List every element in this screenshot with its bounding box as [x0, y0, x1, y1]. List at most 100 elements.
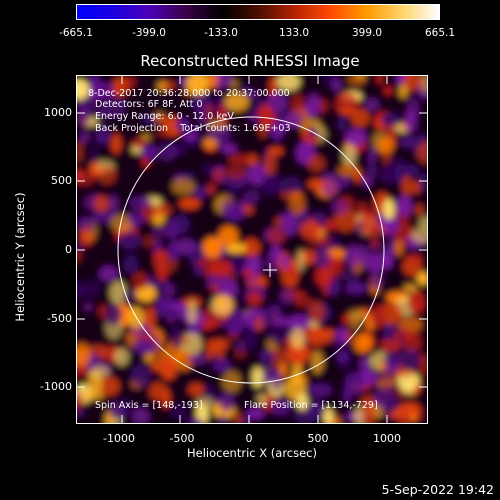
intensity-blob — [339, 174, 350, 188]
colorbar — [76, 4, 440, 20]
intensity-blob — [153, 250, 168, 264]
intensity-blob — [159, 297, 172, 312]
intensity-blob — [142, 235, 157, 248]
intensity-blob — [359, 213, 379, 233]
intensity-blob — [157, 116, 179, 125]
intensity-blob — [156, 81, 167, 91]
intensity-blob — [176, 238, 196, 255]
intensity-blob — [226, 174, 241, 197]
annotation-time: 8-Dec-2017 20:36:28.000 to 20:37:00.000 — [88, 88, 290, 99]
intensity-blob — [162, 388, 171, 409]
intensity-blob — [366, 163, 378, 179]
intensity-blob — [110, 133, 122, 154]
intensity-blob — [213, 168, 224, 183]
intensity-blob — [249, 255, 262, 274]
intensity-blob — [220, 280, 238, 299]
intensity-blob — [378, 137, 394, 154]
intensity-blob — [267, 227, 286, 245]
intensity-blob — [206, 183, 216, 195]
colorbar-tick: -665.1 — [59, 27, 93, 39]
intensity-blob — [392, 368, 415, 377]
intensity-blob — [323, 408, 334, 424]
intensity-blob — [130, 364, 151, 388]
intensity-blob — [309, 301, 325, 323]
intensity-blob — [105, 303, 122, 326]
intensity-blob — [195, 396, 215, 412]
intensity-blob — [232, 309, 246, 327]
intensity-blob — [91, 211, 116, 223]
intensity-blob — [132, 407, 150, 424]
intensity-blob — [82, 390, 104, 400]
intensity-blob — [314, 248, 332, 269]
intensity-blob — [345, 282, 367, 294]
intensity-blob — [223, 165, 247, 180]
intensity-blob — [353, 333, 372, 354]
intensity-blob — [411, 180, 421, 195]
intensity-blob — [348, 309, 367, 320]
rhessi-image-plot[interactable]: 8-Dec-2017 20:36:28.000 to 20:37:00.000 … — [76, 75, 428, 424]
intensity-blob — [335, 350, 349, 364]
intensity-blob — [76, 407, 85, 418]
x-tick-label: -1000 — [103, 432, 135, 445]
intensity-blob — [281, 213, 298, 236]
intensity-blob — [76, 242, 83, 251]
intensity-blob — [377, 384, 391, 395]
intensity-blob — [89, 75, 100, 90]
intensity-blob — [83, 302, 93, 312]
intensity-blob — [394, 240, 404, 256]
intensity-blob — [210, 260, 233, 277]
intensity-blob — [320, 172, 341, 197]
intensity-blob — [187, 300, 197, 324]
intensity-blob — [128, 212, 146, 225]
intensity-blob — [355, 202, 369, 215]
intensity-blob — [95, 124, 111, 144]
intensity-blob — [81, 280, 101, 298]
intensity-blob — [247, 290, 262, 307]
intensity-blob — [228, 254, 249, 276]
intensity-blob — [182, 172, 195, 181]
intensity-blob — [403, 75, 421, 91]
intensity-blob — [172, 350, 194, 371]
intensity-blob — [418, 215, 428, 230]
intensity-blob — [132, 271, 148, 291]
intensity-blob — [294, 407, 318, 424]
intensity-blob — [110, 214, 134, 232]
intensity-blob — [154, 203, 172, 216]
intensity-blob — [279, 288, 295, 305]
x-tick-label: -500 — [169, 432, 195, 445]
intensity-blob — [245, 154, 259, 167]
intensity-blob — [228, 153, 249, 166]
intensity-blob — [337, 164, 360, 177]
annotation-method: Back Projection Total counts: 1.69E+03 — [95, 123, 291, 134]
intensity-blob — [241, 238, 261, 257]
intensity-blob — [261, 108, 275, 129]
intensity-blob — [307, 179, 326, 190]
intensity-blob — [188, 383, 205, 396]
intensity-blob — [383, 86, 393, 96]
intensity-blob — [156, 260, 168, 282]
y-tick-label: 0 — [65, 243, 72, 256]
intensity-blob — [290, 93, 306, 113]
intensity-blob — [396, 195, 412, 217]
intensity-blob — [246, 326, 257, 350]
intensity-blob — [221, 143, 237, 154]
intensity-blob — [403, 283, 418, 293]
intensity-blob — [175, 118, 190, 131]
intensity-blob — [290, 327, 305, 349]
intensity-blob — [89, 160, 100, 178]
intensity-blob — [156, 143, 178, 162]
intensity-blob — [263, 152, 277, 176]
intensity-blob — [417, 271, 428, 286]
intensity-blob — [279, 362, 288, 378]
intensity-blob — [256, 393, 268, 405]
intensity-blob — [76, 169, 85, 183]
intensity-blob — [99, 376, 120, 396]
intensity-blob — [80, 130, 89, 145]
intensity-blob — [267, 326, 290, 345]
y-tick-label: 1000 — [44, 106, 72, 119]
intensity-blob — [345, 128, 367, 147]
intensity-blob — [383, 198, 395, 220]
annotation-flare-position: Flare Position = [1134,-729] — [244, 400, 378, 411]
intensity-blob — [380, 302, 403, 325]
intensity-blob — [369, 271, 384, 289]
